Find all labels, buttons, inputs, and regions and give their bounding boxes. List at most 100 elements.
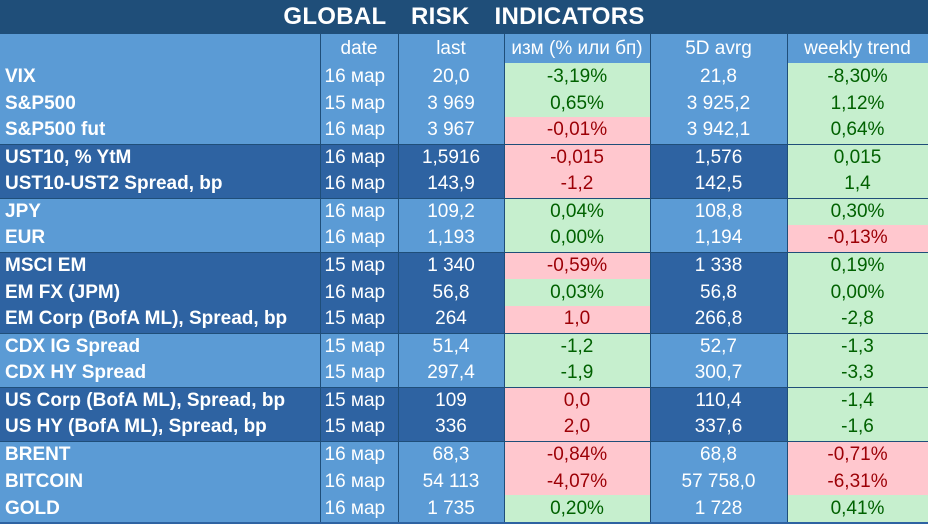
indicator-5d-avg: 337,6	[650, 414, 788, 441]
indicator-5d-avg: 56,8	[650, 279, 788, 306]
indicator-name: S&P500	[0, 90, 321, 117]
table-row: VIX 16 мар 20,0 -3,19% 21,8 -8,30%	[0, 63, 928, 90]
indicator-date: 16 мар	[320, 197, 399, 225]
indicator-date: 15 мар	[320, 90, 399, 117]
indicator-last: 20,0	[398, 63, 505, 90]
indicator-last: 336	[398, 414, 505, 441]
indicator-change: -0,01%	[504, 117, 651, 144]
indicator-weekly-trend: 1,12%	[787, 90, 928, 117]
indicator-5d-avg: 68,8	[650, 440, 788, 468]
indicator-5d-avg: 1 728	[650, 495, 788, 522]
header-date: date	[320, 34, 399, 63]
indicator-date: 16 мар	[320, 143, 399, 171]
indicator-weekly-trend: 0,015	[787, 143, 928, 171]
indicator-weekly-trend: -1,6	[787, 414, 928, 441]
table-row: UST10, % YtM 16 мар 1,5916 -0,015 1,576 0,015	[0, 143, 928, 171]
table-body: VIX 16 мар 20,0 -3,19% 21,8 -8,30% S&P500 15 ма…	[0, 63, 928, 522]
table-row: BITCOIN 16 мар 54 113 -4,07% 57 758,0 -6,31%	[0, 468, 928, 495]
indicator-name: UST10, % YtM	[0, 143, 321, 171]
indicator-last: 143,9	[398, 171, 505, 198]
indicator-weekly-trend: -8,30%	[787, 63, 928, 90]
indicator-change: 0,03%	[504, 279, 651, 306]
indicator-last: 109	[398, 386, 505, 414]
indicator-last: 109,2	[398, 197, 505, 225]
header-weekly: weekly trend	[787, 34, 928, 63]
indicator-change: -1,2	[504, 171, 651, 198]
risk-indicators-table: date last изм (% или бп) 5D avrg weekly …	[0, 34, 928, 522]
indicator-5d-avg: 1 338	[650, 251, 788, 279]
indicator-name: CDX IG Spread	[0, 332, 321, 360]
header-last: last	[398, 34, 505, 63]
indicator-weekly-trend: -0,71%	[787, 440, 928, 468]
table-row: CDX IG Spread 15 мар 51,4 -1,2 52,7 -1,3	[0, 332, 928, 360]
indicator-change: -0,015	[504, 143, 651, 171]
indicator-last: 1,5916	[398, 143, 505, 171]
table-row: S&P500 fut 16 мар 3 967 -0,01% 3 942,1 0,64%	[0, 117, 928, 144]
indicator-change: 0,00%	[504, 225, 651, 252]
indicator-last: 264	[398, 306, 505, 333]
table-row: S&P500 15 мар 3 969 0,65% 3 925,2 1,12%	[0, 90, 928, 117]
table-row: UST10-UST2 Spread, bp 16 мар 143,9 -1,2 142,…	[0, 171, 928, 198]
indicator-date: 16 мар	[320, 468, 399, 495]
indicator-last: 56,8	[398, 279, 505, 306]
indicator-5d-avg: 3 925,2	[650, 90, 788, 117]
page-title: GLOBAL RISK INDICATORS	[0, 0, 928, 34]
indicator-weekly-trend: 0,30%	[787, 197, 928, 225]
indicator-change: 0,65%	[504, 90, 651, 117]
indicator-5d-avg: 300,7	[650, 360, 788, 387]
table-row: EUR 16 мар 1,193 0,00% 1,194 -0,13%	[0, 225, 928, 252]
indicator-name: EUR	[0, 225, 321, 252]
indicator-date: 15 мар	[320, 414, 399, 441]
indicator-weekly-trend: 0,00%	[787, 279, 928, 306]
indicator-name: UST10-UST2 Spread, bp	[0, 171, 321, 198]
indicator-date: 16 мар	[320, 495, 399, 522]
indicator-name: MSCI EM	[0, 251, 321, 279]
indicator-date: 16 мар	[320, 279, 399, 306]
indicator-change: 0,04%	[504, 197, 651, 225]
indicator-weekly-trend: 1,4	[787, 171, 928, 198]
indicator-change: -0,84%	[504, 440, 651, 468]
indicator-change: -1,9	[504, 360, 651, 387]
indicator-last: 3 969	[398, 90, 505, 117]
indicator-name: EM FX (JPM)	[0, 279, 321, 306]
indicator-date: 15 мар	[320, 332, 399, 360]
table-row: CDX HY Spread 15 мар 297,4 -1,9 300,7 -3,3	[0, 360, 928, 387]
indicator-weekly-trend: 0,41%	[787, 495, 928, 522]
indicator-date: 15 мар	[320, 306, 399, 333]
indicator-5d-avg: 52,7	[650, 332, 788, 360]
indicator-weekly-trend: -2,8	[787, 306, 928, 333]
indicator-last: 51,4	[398, 332, 505, 360]
header-change: изм (% или бп)	[504, 34, 651, 63]
indicator-date: 16 мар	[320, 63, 399, 90]
indicator-name: VIX	[0, 63, 321, 90]
indicator-5d-avg: 1,194	[650, 225, 788, 252]
indicator-weekly-trend: -1,4	[787, 386, 928, 414]
table-row: BRENT 16 мар 68,3 -0,84% 68,8 -0,71%	[0, 440, 928, 468]
indicator-name: BITCOIN	[0, 468, 321, 495]
indicator-weekly-trend: -1,3	[787, 332, 928, 360]
indicator-5d-avg: 142,5	[650, 171, 788, 198]
indicator-date: 15 мар	[320, 251, 399, 279]
indicator-name: CDX HY Spread	[0, 360, 321, 387]
table-row: JPY 16 мар 109,2 0,04% 108,8 0,30%	[0, 197, 928, 225]
indicator-last: 54 113	[398, 468, 505, 495]
indicator-name: GOLD	[0, 495, 321, 522]
indicator-date: 15 мар	[320, 360, 399, 387]
indicator-weekly-trend: 0,64%	[787, 117, 928, 144]
header-name	[0, 34, 321, 63]
table-row: US Corp (BofA ML), Spread, bp 15 мар 109 0,…	[0, 386, 928, 414]
indicator-change: -0,59%	[504, 251, 651, 279]
indicator-5d-avg: 21,8	[650, 63, 788, 90]
indicator-change: 0,20%	[504, 495, 651, 522]
indicator-last: 68,3	[398, 440, 505, 468]
indicator-change: -1,2	[504, 332, 651, 360]
indicator-last: 297,4	[398, 360, 505, 387]
indicator-date: 16 мар	[320, 117, 399, 144]
table-header-row: date last изм (% или бп) 5D avrg weekly …	[0, 34, 928, 63]
table-row: EM Corp (BofA ML), Spread, bp 15 мар 264 1,…	[0, 306, 928, 333]
indicator-change: 0,0	[504, 386, 651, 414]
indicator-name: BRENT	[0, 440, 321, 468]
indicator-5d-avg: 57 758,0	[650, 468, 788, 495]
indicator-5d-avg: 110,4	[650, 386, 788, 414]
indicator-date: 16 мар	[320, 171, 399, 198]
